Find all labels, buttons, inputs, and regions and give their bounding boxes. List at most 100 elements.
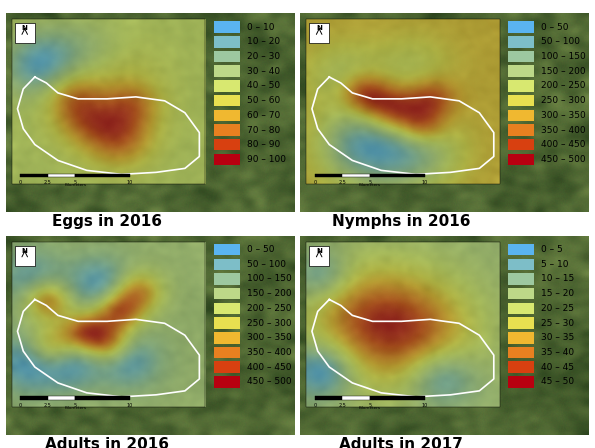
Text: 2.5: 2.5 xyxy=(339,180,346,185)
Bar xyxy=(508,65,534,77)
Text: N: N xyxy=(22,248,27,254)
Text: 150 – 200: 150 – 200 xyxy=(247,289,292,298)
Bar xyxy=(20,396,48,400)
Text: 70 – 80: 70 – 80 xyxy=(247,125,280,134)
Text: 200 – 250: 200 – 250 xyxy=(541,82,586,90)
Bar xyxy=(75,173,130,177)
Bar xyxy=(306,242,500,407)
Text: 5: 5 xyxy=(368,403,371,408)
Text: 0 – 50: 0 – 50 xyxy=(247,245,274,254)
Bar xyxy=(214,51,240,62)
Text: 100 – 150: 100 – 150 xyxy=(541,52,586,61)
Text: N: N xyxy=(316,26,322,31)
Bar xyxy=(508,22,534,33)
Text: 25 – 30: 25 – 30 xyxy=(541,319,575,327)
Text: 350 – 400: 350 – 400 xyxy=(247,348,292,357)
Text: 400 – 450: 400 – 450 xyxy=(247,363,292,372)
Text: 100 – 150: 100 – 150 xyxy=(247,275,292,284)
Bar xyxy=(214,139,240,151)
Bar xyxy=(214,244,240,255)
Text: Adults in 2017: Adults in 2017 xyxy=(340,436,464,448)
Bar xyxy=(214,376,240,388)
Bar xyxy=(508,347,534,358)
Bar xyxy=(48,396,75,400)
Bar xyxy=(508,80,534,92)
Text: 30 – 35: 30 – 35 xyxy=(541,333,575,342)
Bar xyxy=(306,19,500,184)
Bar xyxy=(508,124,534,136)
Bar xyxy=(12,19,205,184)
Text: 60 – 70: 60 – 70 xyxy=(247,111,280,120)
Bar xyxy=(15,246,35,266)
Bar xyxy=(508,110,534,121)
Text: 5 – 10: 5 – 10 xyxy=(541,260,569,269)
Bar xyxy=(214,36,240,47)
Text: 10: 10 xyxy=(127,403,133,408)
Bar xyxy=(508,303,534,314)
Text: Kilometers: Kilometers xyxy=(359,406,381,410)
Text: 10: 10 xyxy=(127,180,133,185)
Text: 0: 0 xyxy=(313,180,317,185)
Text: 250 – 300: 250 – 300 xyxy=(541,96,586,105)
Bar xyxy=(214,22,240,33)
Text: 0: 0 xyxy=(19,403,22,408)
Bar xyxy=(214,65,240,77)
Text: 350 – 400: 350 – 400 xyxy=(541,125,586,134)
Text: 50 – 100: 50 – 100 xyxy=(247,260,286,269)
Text: 200 – 250: 200 – 250 xyxy=(247,304,292,313)
Bar xyxy=(214,303,240,314)
Bar xyxy=(508,139,534,151)
Bar xyxy=(315,396,342,400)
Text: Kilometers: Kilometers xyxy=(64,184,86,187)
Text: 5: 5 xyxy=(368,180,371,185)
Bar xyxy=(369,396,424,400)
Bar xyxy=(342,173,369,177)
Bar xyxy=(214,110,240,121)
Text: 10 – 20: 10 – 20 xyxy=(247,37,280,46)
Text: 400 – 450: 400 – 450 xyxy=(541,140,586,149)
Bar xyxy=(75,396,130,400)
Text: 300 – 350: 300 – 350 xyxy=(247,333,292,342)
Text: 15 – 20: 15 – 20 xyxy=(541,289,575,298)
Text: 250 – 300: 250 – 300 xyxy=(247,319,292,327)
Bar xyxy=(309,246,329,266)
Text: Adults in 2016: Adults in 2016 xyxy=(45,436,169,448)
Bar xyxy=(214,347,240,358)
Bar xyxy=(508,95,534,106)
Text: 10: 10 xyxy=(421,403,428,408)
Bar xyxy=(214,258,240,270)
Text: 30 – 40: 30 – 40 xyxy=(247,67,280,76)
Text: 2.5: 2.5 xyxy=(44,403,52,408)
Bar xyxy=(214,288,240,299)
Bar xyxy=(309,23,329,43)
Text: 90 – 100: 90 – 100 xyxy=(247,155,286,164)
Bar xyxy=(20,173,48,177)
Text: 20 – 30: 20 – 30 xyxy=(247,52,280,61)
Bar xyxy=(214,273,240,285)
Bar xyxy=(214,362,240,373)
Bar xyxy=(508,288,534,299)
Text: N: N xyxy=(316,248,322,254)
Text: 40 – 45: 40 – 45 xyxy=(541,363,574,372)
Text: 20 – 25: 20 – 25 xyxy=(541,304,574,313)
Text: 5: 5 xyxy=(74,180,77,185)
Bar xyxy=(214,80,240,92)
Text: Kilometers: Kilometers xyxy=(359,184,381,187)
Text: 10: 10 xyxy=(421,180,428,185)
Bar xyxy=(12,242,205,407)
Text: 35 – 40: 35 – 40 xyxy=(541,348,575,357)
Text: Eggs in 2016: Eggs in 2016 xyxy=(52,214,162,229)
Text: 5: 5 xyxy=(74,403,77,408)
Text: 45 – 50: 45 – 50 xyxy=(541,377,575,386)
Text: Nymphs in 2016: Nymphs in 2016 xyxy=(332,214,471,229)
Bar xyxy=(508,376,534,388)
Bar xyxy=(508,51,534,62)
Text: 150 – 200: 150 – 200 xyxy=(541,67,586,76)
Text: 2.5: 2.5 xyxy=(339,403,346,408)
Bar xyxy=(15,23,35,43)
Bar xyxy=(508,258,534,270)
Bar xyxy=(214,317,240,329)
Text: 0: 0 xyxy=(313,403,317,408)
Bar xyxy=(508,362,534,373)
Text: 300 – 350: 300 – 350 xyxy=(541,111,586,120)
